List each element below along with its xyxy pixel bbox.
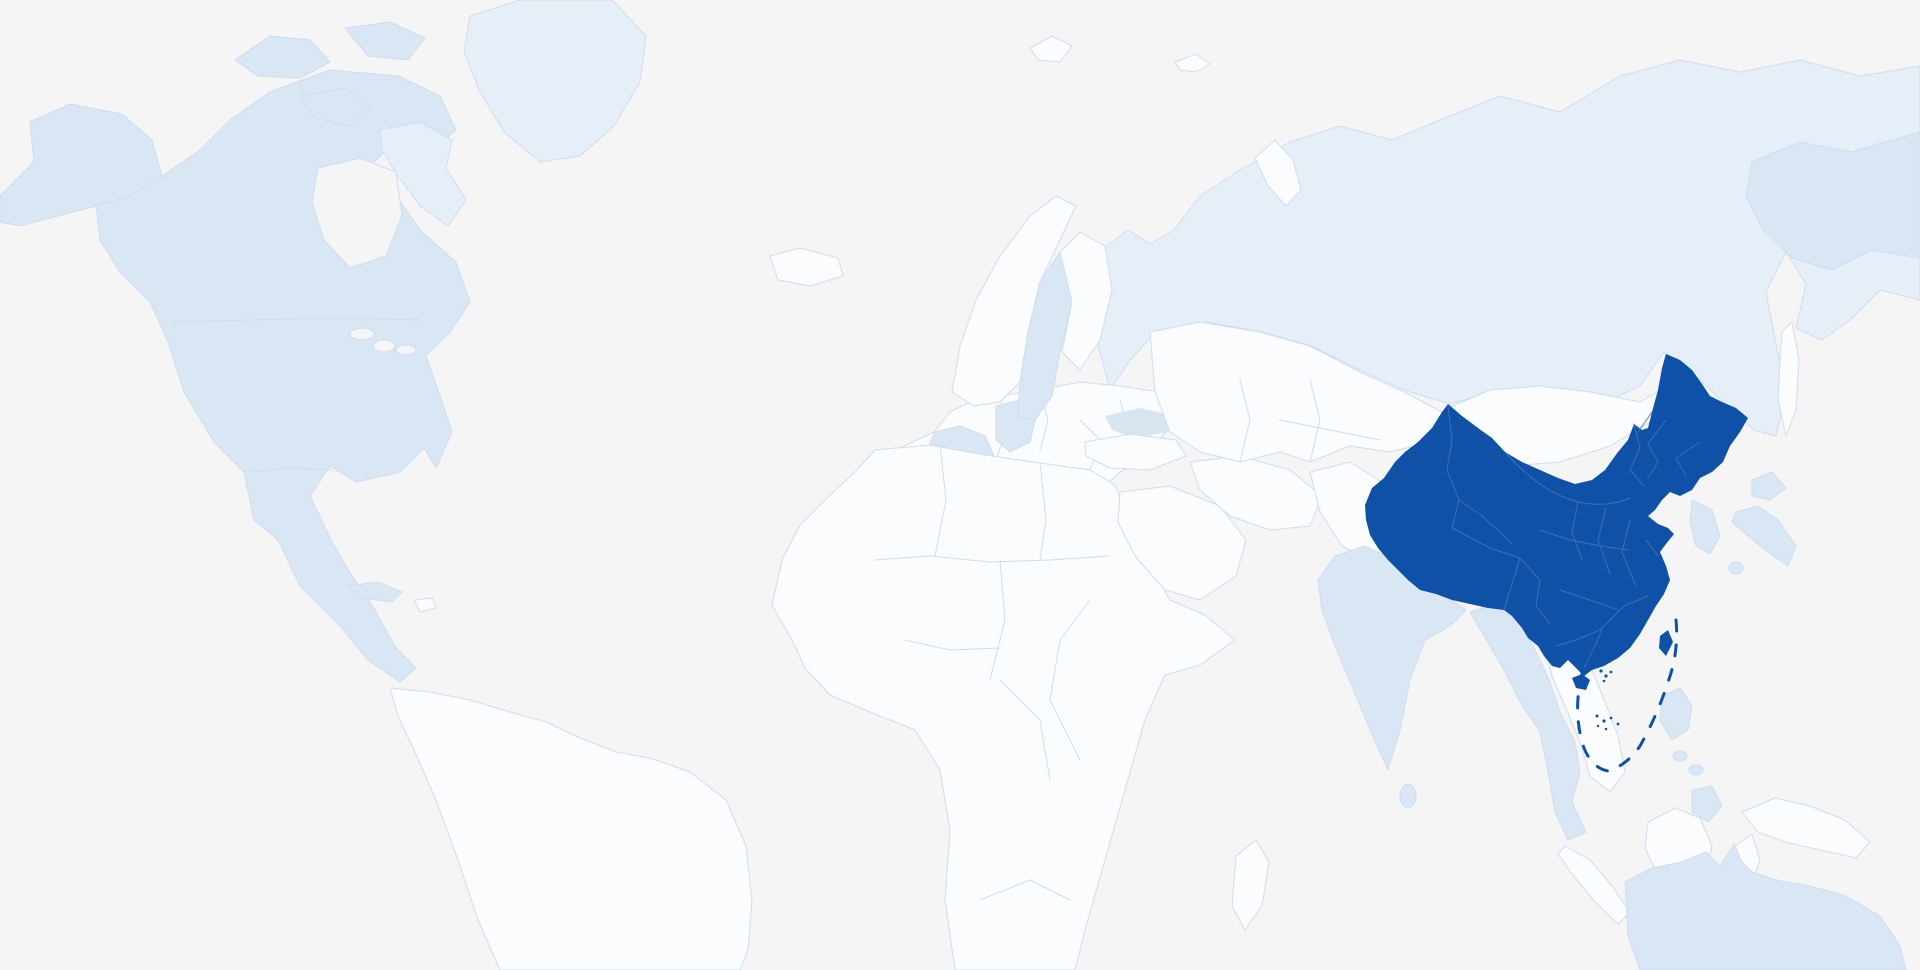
region-japan-honshu (1731, 505, 1797, 567)
region-cuba (347, 581, 403, 603)
region-iran (1189, 455, 1323, 531)
border-africa (874, 444, 1111, 901)
region-central-asia (1149, 321, 1443, 463)
spratly-islands (1616, 722, 1620, 726)
spratly-islands (1602, 719, 1606, 723)
region-greenland (463, 0, 647, 163)
region-philippines-visayas (1688, 764, 1704, 776)
water-great-lakes (349, 327, 375, 341)
region-norway (951, 195, 1077, 407)
region-svalbard (1029, 35, 1073, 63)
region-franz-josef (1174, 53, 1211, 73)
region-taiwan (1659, 630, 1673, 656)
paracel-islands (1609, 670, 1613, 674)
region-japan-hokkaido (1751, 471, 1787, 501)
region-philippines-luzon (1659, 687, 1693, 741)
region-hispaniola (413, 597, 437, 613)
region-turkey (1084, 433, 1187, 471)
region-china (1365, 354, 1748, 676)
region-arctic-islands (234, 35, 331, 79)
region-sri-lanka (1399, 783, 1417, 809)
spratly-islands (1595, 714, 1599, 718)
region-novaya-zemlya (1254, 139, 1302, 207)
region-baffin (379, 121, 467, 227)
region-sumatra (1557, 845, 1631, 925)
border-us-canada (169, 317, 421, 323)
region-sakhalin (1777, 321, 1800, 437)
china-province-borders (1446, 405, 1701, 669)
paracel-islands (1599, 669, 1603, 673)
region-northeast-siberia (1745, 131, 1920, 271)
border-central-asia (1239, 379, 1381, 463)
region-myanmar-thailand (1469, 601, 1587, 841)
border-us-mexico (249, 467, 333, 473)
water-black-sea (1105, 408, 1176, 438)
paracel-islands (1602, 679, 1606, 683)
region-arctic-islands (299, 87, 373, 127)
region-madagascar (1231, 839, 1270, 931)
region-australia (1624, 843, 1907, 970)
region-philippines-visayas (1672, 750, 1688, 762)
region-russia (1097, 59, 1920, 437)
region-arabian-peninsula (1117, 485, 1247, 601)
spratly-islands (1609, 716, 1613, 720)
water-great-lakes (372, 339, 396, 353)
nine-dash-line (1576, 618, 1679, 773)
spratly-islands (1596, 724, 1600, 728)
water-hudson-bay (311, 157, 403, 269)
region-finland (1059, 231, 1113, 371)
region-arctic-islands (344, 21, 426, 61)
spratly-islands (1604, 727, 1608, 731)
region-iceland (769, 247, 844, 287)
region-japan-kyushu (1728, 561, 1744, 575)
water-great-lakes (395, 344, 417, 356)
region-korea (1689, 499, 1721, 555)
paracel-islands (1604, 674, 1608, 678)
region-new-guinea (1741, 797, 1871, 859)
region-south-america (389, 687, 753, 970)
region-philippines-mindanao (1691, 785, 1723, 823)
